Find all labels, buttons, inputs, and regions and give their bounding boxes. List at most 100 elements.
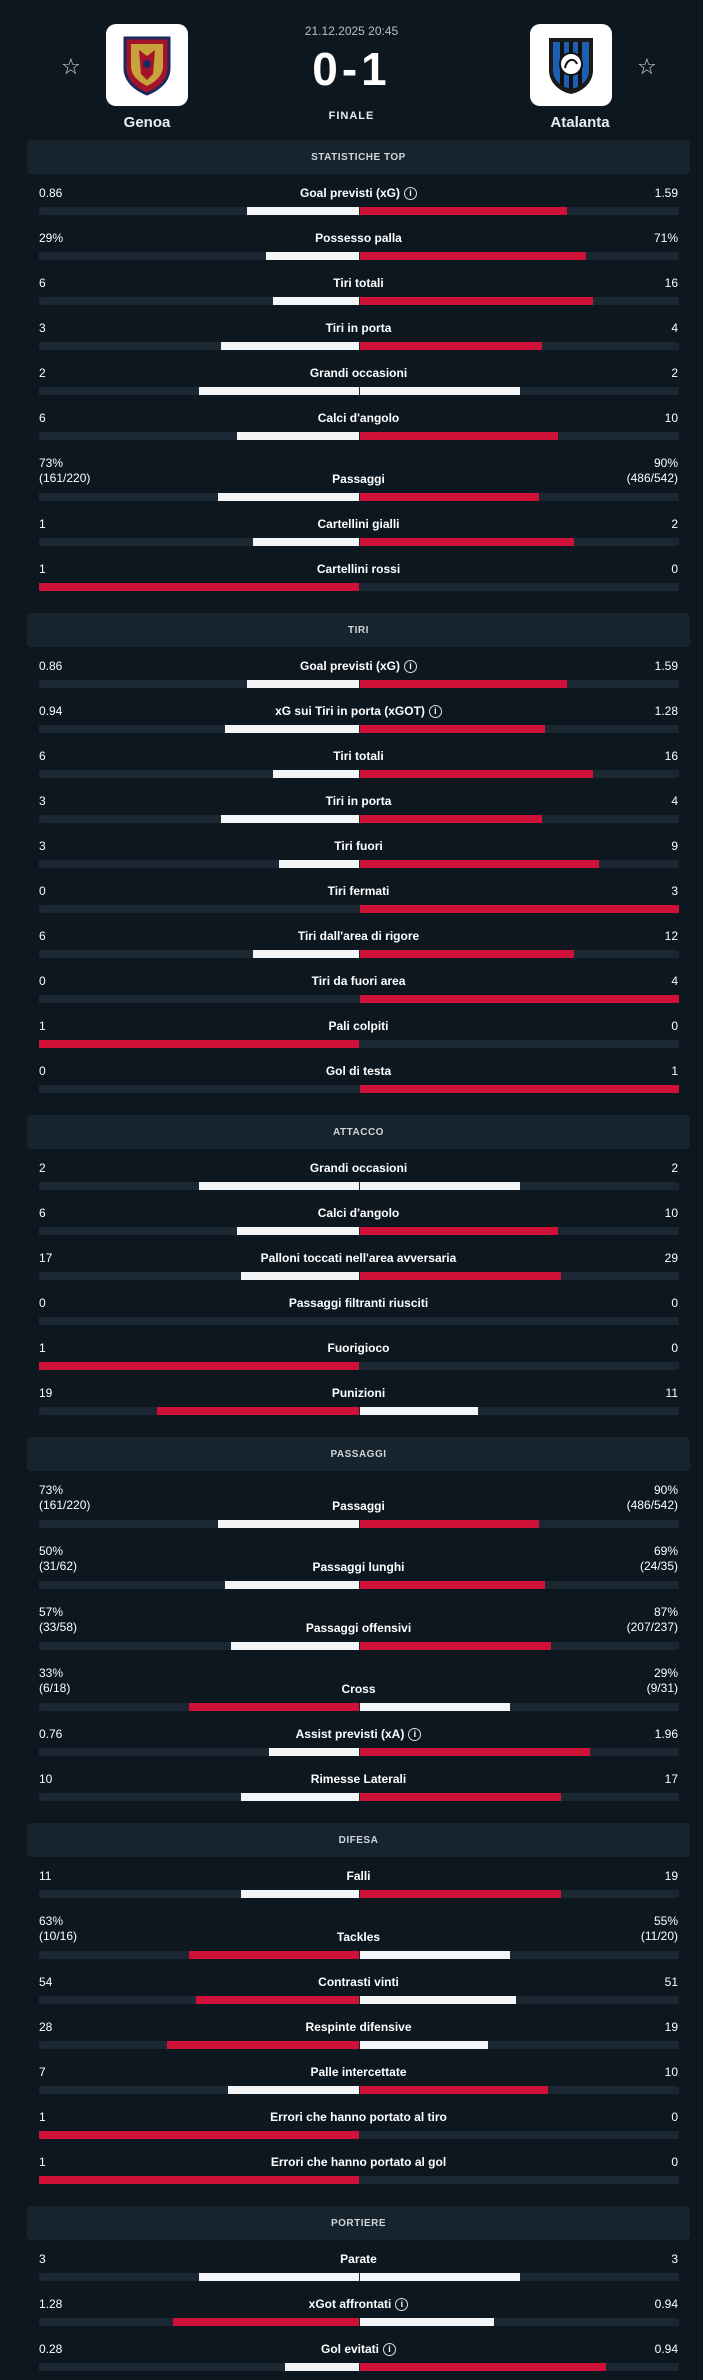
home-stat-bar [241, 1272, 359, 1280]
away-stat-main: 0.94 [654, 2342, 678, 2356]
stat-bar-track [39, 1996, 679, 2004]
stat-label: Punizioni [27, 1386, 690, 1401]
home-team-name[interactable]: Genoa [123, 114, 171, 131]
away-stat-main: 11 [665, 1386, 678, 1400]
away-stat-value: 16 [665, 749, 678, 764]
home-stat-value: 6 [39, 276, 46, 291]
atalanta-logo[interactable] [530, 24, 612, 106]
away-stat-value: 16 [665, 276, 678, 291]
away-stat-sub: (11/20) [640, 1929, 678, 1943]
away-stat-main: 12 [664, 929, 678, 943]
stat-bar-track [39, 1890, 679, 1898]
home-stat-main: 11 [39, 1869, 52, 1883]
away-stat-sub: (24/35) [639, 1559, 678, 1573]
home-stat-value: 3 [39, 839, 46, 854]
favorite-star-icon[interactable]: ☆ [637, 54, 657, 79]
stat-label-text: Respinte difensive [305, 2020, 412, 2034]
stat-label-text: Possesso palla [315, 231, 402, 245]
home-stat-main: 1 [39, 2110, 46, 2124]
stat-row: 6 Calci d'angolo 10 [27, 1202, 690, 1247]
stat-row: 57% (33/58) Passaggi offensivi 87% (207/237) [27, 1601, 690, 1662]
home-stat-value: 63% (10/16) [39, 1914, 77, 1944]
stat-label-text: Passaggi lunghi [312, 1560, 405, 1574]
away-stat-value: 0 [671, 562, 678, 577]
stat-row: 11 Falli 19 [27, 1865, 690, 1910]
home-stat-bar [241, 1890, 359, 1898]
home-stat-bar [228, 2086, 359, 2094]
info-icon[interactable]: i [408, 1728, 422, 1742]
away-stat-value: 4 [671, 794, 678, 809]
away-stat-value: 19 [665, 1869, 678, 1884]
info-icon[interactable]: i [383, 2343, 396, 2357]
stat-row: 2 Grandi occasioni 2 [27, 362, 690, 407]
genoa-logo[interactable] [106, 24, 188, 106]
away-stat-main: 10 [664, 411, 678, 425]
stat-bar-track [39, 2086, 679, 2094]
away-stat-sub: (9/31) [646, 1681, 678, 1695]
away-stat-bar [360, 1996, 516, 2004]
stat-label: Cartellini rossi [27, 562, 690, 577]
away-team-name[interactable]: Atalanta [550, 114, 610, 131]
stat-label-text: Calci d'angolo [317, 411, 400, 425]
stat-bar-track [39, 297, 679, 305]
stats-section: TIRI 0.86 Goal previsti (xG) i 1.59 0.94 xG su… [27, 613, 690, 1115]
away-stat-bar [360, 1227, 558, 1235]
home-stat-value: 0.86 [39, 659, 62, 674]
home-stat-value: 0 [39, 974, 46, 989]
home-stat-bar [218, 493, 359, 501]
stat-label-text: Punizioni [331, 1386, 386, 1400]
stat-label-text: Tiri totali [333, 276, 384, 290]
away-stat-main: 10 [664, 1206, 678, 1220]
home-stat-main: 17 [39, 1251, 53, 1265]
stats-section: PASSAGGI 73% (161/220) Passaggi 90% (486/542)… [27, 1437, 690, 1823]
away-stat-main: 16 [664, 749, 678, 763]
home-stat-value: 50% (31/62) [39, 1544, 77, 1574]
favorite-star-icon[interactable]: ☆ [61, 54, 81, 79]
home-stat-main: 73% [39, 456, 64, 470]
away-stat-value: 0.94 [655, 2297, 678, 2312]
stat-label: Assist previsti (xA) i [27, 1727, 690, 1742]
home-stat-main: 0 [39, 1064, 46, 1078]
stat-row: 3 Tiri in porta 4 [27, 790, 690, 835]
stat-row: 3 Tiri fuori 9 [27, 835, 690, 880]
home-stat-main: 29% [39, 231, 64, 245]
stat-bar-track [39, 815, 679, 823]
away-stat-main: 0.94 [654, 2297, 678, 2311]
home-stat-main: 1 [39, 562, 46, 576]
away-stat-main: 2 [671, 366, 678, 380]
stat-row: 0 Gol di testa 1 [27, 1060, 690, 1105]
away-stat-value: 10 [665, 411, 678, 426]
info-icon[interactable]: i [404, 187, 418, 201]
home-stat-value: 1 [39, 517, 46, 532]
away-stat-value: 10 [665, 2065, 678, 2080]
away-stat-value: 55% (11/20) [641, 1914, 678, 1944]
away-stat-bar [360, 493, 539, 501]
stat-row: 1 Cartellini rossi 0 [27, 558, 690, 603]
stat-bar-track [39, 2176, 679, 2184]
stat-label-text: Tiri fuori [334, 839, 383, 853]
stat-label: Calci d'angolo [27, 1206, 690, 1221]
stat-bar-track [39, 1227, 679, 1235]
home-stat-main: 1 [39, 517, 46, 531]
stat-label: Falli [27, 1869, 690, 1884]
stat-label-text: Calci d'angolo [317, 1206, 400, 1220]
stat-bar-track [39, 1085, 679, 1093]
home-stat-main: 63% [39, 1914, 64, 1928]
home-stat-main: 1 [39, 1019, 46, 1033]
stat-bar-track [39, 950, 679, 958]
home-stat-bar [225, 1581, 359, 1589]
info-icon[interactable]: i [395, 2298, 409, 2312]
info-icon[interactable]: i [428, 705, 442, 719]
stat-bar-track [39, 2363, 679, 2371]
stat-label: Tiri fermati [27, 884, 690, 899]
stat-bar-track [39, 1362, 679, 1370]
home-stat-bar [39, 1362, 359, 1370]
away-stat-bar [360, 297, 593, 305]
info-icon[interactable]: i [404, 660, 418, 674]
stat-bar-track [39, 1272, 679, 1280]
away-stat-bar [360, 2086, 548, 2094]
home-stat-sub: (161/220) [39, 1498, 91, 1512]
home-stat-bar [241, 1793, 359, 1801]
home-stat-main: 0.86 [39, 659, 63, 673]
away-stat-value: 29% (9/31) [647, 1666, 678, 1696]
